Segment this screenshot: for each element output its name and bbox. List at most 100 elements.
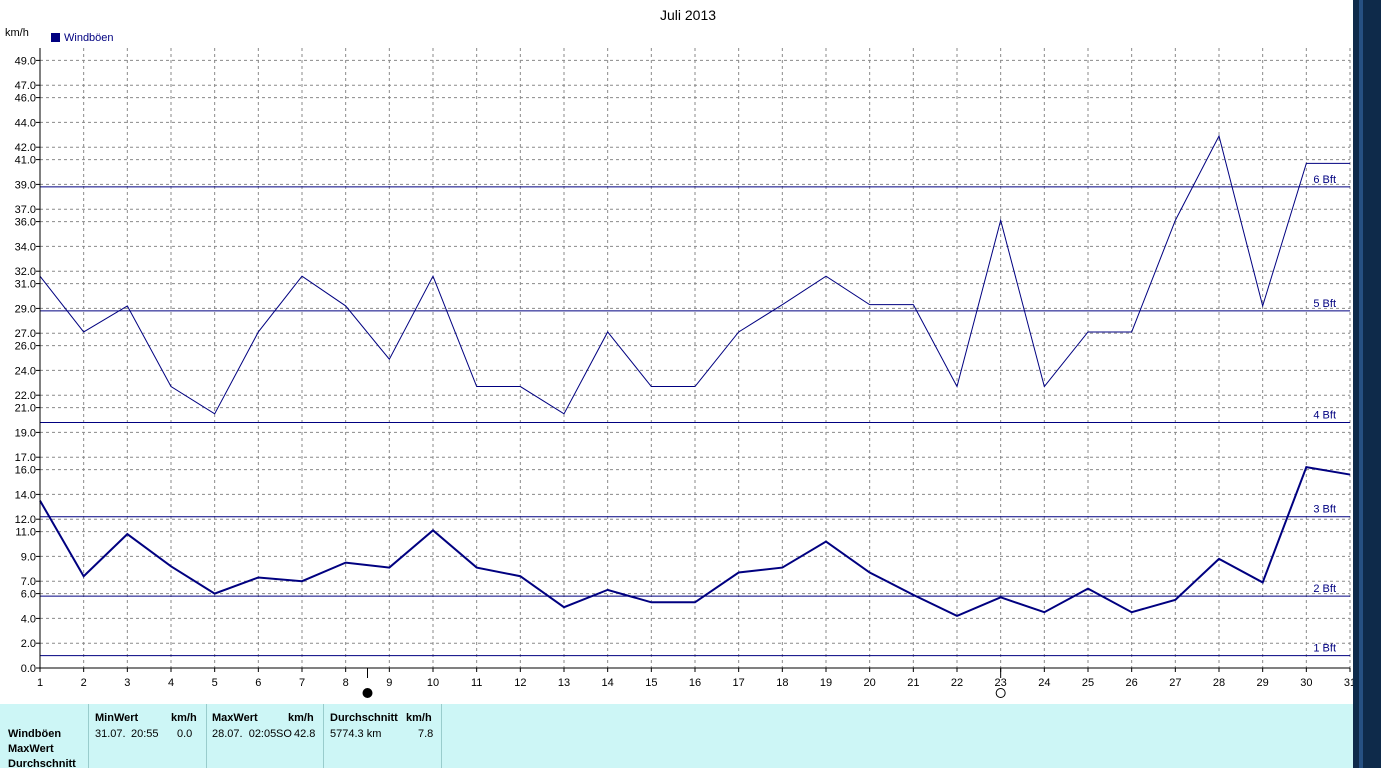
beaufort-label: 6 Bft — [1313, 174, 1336, 186]
y-tick-label: 21.0 — [15, 403, 36, 415]
y-tick-label: 46.0 — [15, 93, 36, 105]
y-tick-label: 27.0 — [15, 328, 36, 340]
max-value: 42.8 — [294, 728, 316, 740]
y-tick-label: 31.0 — [15, 279, 36, 291]
beaufort-label: 1 Bft — [1313, 643, 1336, 655]
y-tick-label: 19.0 — [15, 427, 36, 439]
row-label-maxwert: MaxWert — [8, 743, 54, 755]
x-tick-label: 6 — [255, 677, 261, 689]
x-tick-label: 28 — [1213, 677, 1225, 689]
y-tick-label: 2.0 — [21, 638, 36, 650]
y-tick-label: 32.0 — [15, 266, 36, 278]
min-date: 31.07. — [95, 728, 126, 740]
x-tick-label: 4 — [168, 677, 174, 689]
x-tick-label: 18 — [776, 677, 788, 689]
y-tick-label: 44.0 — [15, 117, 36, 129]
x-tick-label: 14 — [602, 677, 614, 689]
y-tick-label: 37.0 — [15, 204, 36, 216]
chart-title: Juli 2013 — [660, 7, 716, 23]
x-tick-label: 3 — [124, 677, 130, 689]
x-tick-label: 22 — [951, 677, 963, 689]
y-tick-label: 17.0 — [15, 452, 36, 464]
y-tick-label: 29.0 — [15, 303, 36, 315]
wind-chart: Juli 2013 km/h Windböen 1 Bft 2 Bft 3 Bft 4… — [5, 7, 1353, 698]
y-axis-unit-label: km/h — [5, 27, 29, 39]
max-datetime: 28.07. 02:05 — [212, 728, 277, 740]
min-time: 20:55 — [131, 728, 159, 740]
x-tick-label: 17 — [733, 677, 745, 689]
grid-lines — [40, 48, 1351, 668]
x-tick-label: 10 — [427, 677, 439, 689]
y-tick-label: 14.0 — [15, 489, 36, 501]
y-tick-label: 7.0 — [21, 576, 36, 588]
max-column: MaxWert km/h 28.07. 02:05 SO 42.8 — [206, 704, 324, 768]
beaufort-label: 4 Bft — [1313, 409, 1336, 421]
series-lines — [39, 134, 1351, 618]
x-tick-label: 7 — [299, 677, 305, 689]
x-tick-label: 9 — [386, 677, 392, 689]
x-tick-label: 31 — [1344, 677, 1353, 689]
max-header: MaxWert — [212, 712, 258, 724]
min-unit: km/h — [171, 712, 197, 724]
y-tick-label: 34.0 — [15, 241, 36, 253]
y-tick-label: 42.0 — [15, 142, 36, 154]
y-tick-label: 22.0 — [15, 390, 36, 402]
x-tick-label: 26 — [1126, 677, 1138, 689]
series-line — [39, 465, 1351, 618]
beaufort-label: 2 Bft — [1313, 583, 1336, 595]
x-tick-label: 13 — [558, 677, 570, 689]
avg-unit: km/h — [406, 712, 432, 724]
y-tick-label: 9.0 — [21, 551, 36, 563]
x-tick-label: 11 — [471, 677, 482, 689]
min-header: MinWert — [95, 712, 139, 724]
x-tick-label: 5 — [212, 677, 218, 689]
x-tick-label: 16 — [689, 677, 701, 689]
beaufort-label: 5 Bft — [1313, 298, 1336, 310]
max-unit: km/h — [288, 712, 314, 724]
series-line — [39, 134, 1350, 415]
y-tick-label: 16.0 — [15, 465, 36, 477]
legend-label: Windböen — [64, 32, 114, 44]
desktop-edge — [1353, 0, 1381, 768]
avg-value: 7.8 — [418, 728, 434, 740]
avg-distance: 5774.3 km — [330, 728, 382, 740]
min-value: 0.0 — [177, 728, 193, 740]
x-tick-label: 23 — [995, 677, 1007, 689]
x-tick-label: 29 — [1257, 677, 1269, 689]
beaufort-lines: 1 Bft 2 Bft 3 Bft 4 Bft 5 Bft 6 Bft — [40, 174, 1350, 657]
new-moon-icon — [362, 688, 373, 698]
y-tick-label: 36.0 — [15, 217, 36, 229]
max-direction: SO — [276, 728, 292, 740]
y-tick-label: 4.0 — [21, 613, 36, 625]
x-axis-ticks: 1 2 3 4 5 6 7 8 9 10 11 12 13 14 15 16 17 18 19 20 21 22 23 24 2… — [37, 668, 1353, 689]
beaufort-label: 3 Bft — [1313, 504, 1336, 516]
avg-column: Durchschnitt km/h 5774.3 km 7.8 — [324, 704, 442, 768]
legend-swatch — [51, 33, 60, 42]
x-tick-label: 15 — [645, 677, 657, 689]
y-tick-label: 39.0 — [15, 179, 36, 191]
x-tick-label: 1 — [37, 677, 43, 689]
y-axis-ticks: 0.0 2.0 4.0 6.07.0 9.0 11.012.0 14.0 16.017.0 19… — [15, 55, 40, 675]
y-tick-label: 41.0 — [15, 155, 36, 167]
x-tick-label: 27 — [1169, 677, 1181, 689]
row-label-durchschnitt: Durchschnitt — [8, 758, 76, 770]
avg-header: Durchschnitt — [330, 712, 398, 724]
stats-panel: Windböen MaxWert Durchschnitt MinWert km… — [0, 704, 1353, 770]
y-tick-label: 26.0 — [15, 341, 36, 353]
x-tick-label: 25 — [1082, 677, 1094, 689]
y-tick-label: 24.0 — [15, 365, 36, 377]
y-tick-label: 49.0 — [15, 55, 36, 67]
x-tick-label: 20 — [864, 677, 876, 689]
full-moon-icon — [995, 688, 1006, 698]
x-tick-label: 19 — [820, 677, 832, 689]
x-tick-label: 30 — [1300, 677, 1312, 689]
x-tick-label: 12 — [514, 677, 526, 689]
x-tick-label: 24 — [1038, 677, 1050, 689]
row-label-windboeen: Windböen — [8, 728, 62, 740]
x-tick-label: 21 — [907, 677, 919, 689]
y-tick-label: 0.0 — [21, 663, 36, 675]
y-tick-label: 47.0 — [15, 80, 36, 92]
x-tick-label: 2 — [81, 677, 87, 689]
y-tick-label: 11.0 — [15, 527, 36, 539]
min-column: MinWert km/h 31.07. 20:55 0.0 — [88, 704, 207, 768]
